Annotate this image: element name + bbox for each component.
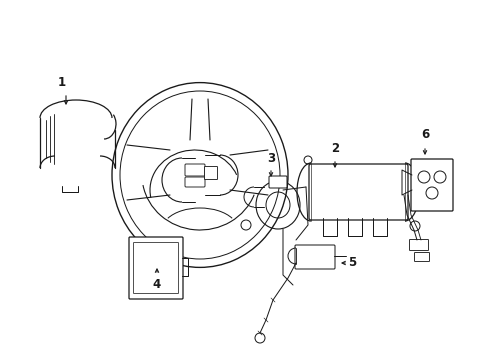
FancyBboxPatch shape [129, 237, 183, 299]
Text: 5: 5 [347, 256, 355, 270]
Text: 3: 3 [266, 152, 274, 165]
FancyBboxPatch shape [308, 164, 407, 220]
FancyBboxPatch shape [414, 252, 428, 261]
Text: 4: 4 [153, 279, 161, 292]
FancyBboxPatch shape [410, 159, 452, 211]
FancyBboxPatch shape [415, 179, 435, 203]
FancyBboxPatch shape [204, 166, 217, 180]
FancyBboxPatch shape [184, 164, 204, 176]
FancyBboxPatch shape [408, 239, 427, 251]
FancyBboxPatch shape [294, 245, 334, 269]
FancyBboxPatch shape [184, 177, 204, 187]
Text: 6: 6 [420, 129, 428, 141]
FancyBboxPatch shape [268, 176, 286, 188]
Text: 2: 2 [330, 141, 338, 154]
Text: 1: 1 [58, 76, 66, 89]
FancyBboxPatch shape [133, 243, 178, 293]
